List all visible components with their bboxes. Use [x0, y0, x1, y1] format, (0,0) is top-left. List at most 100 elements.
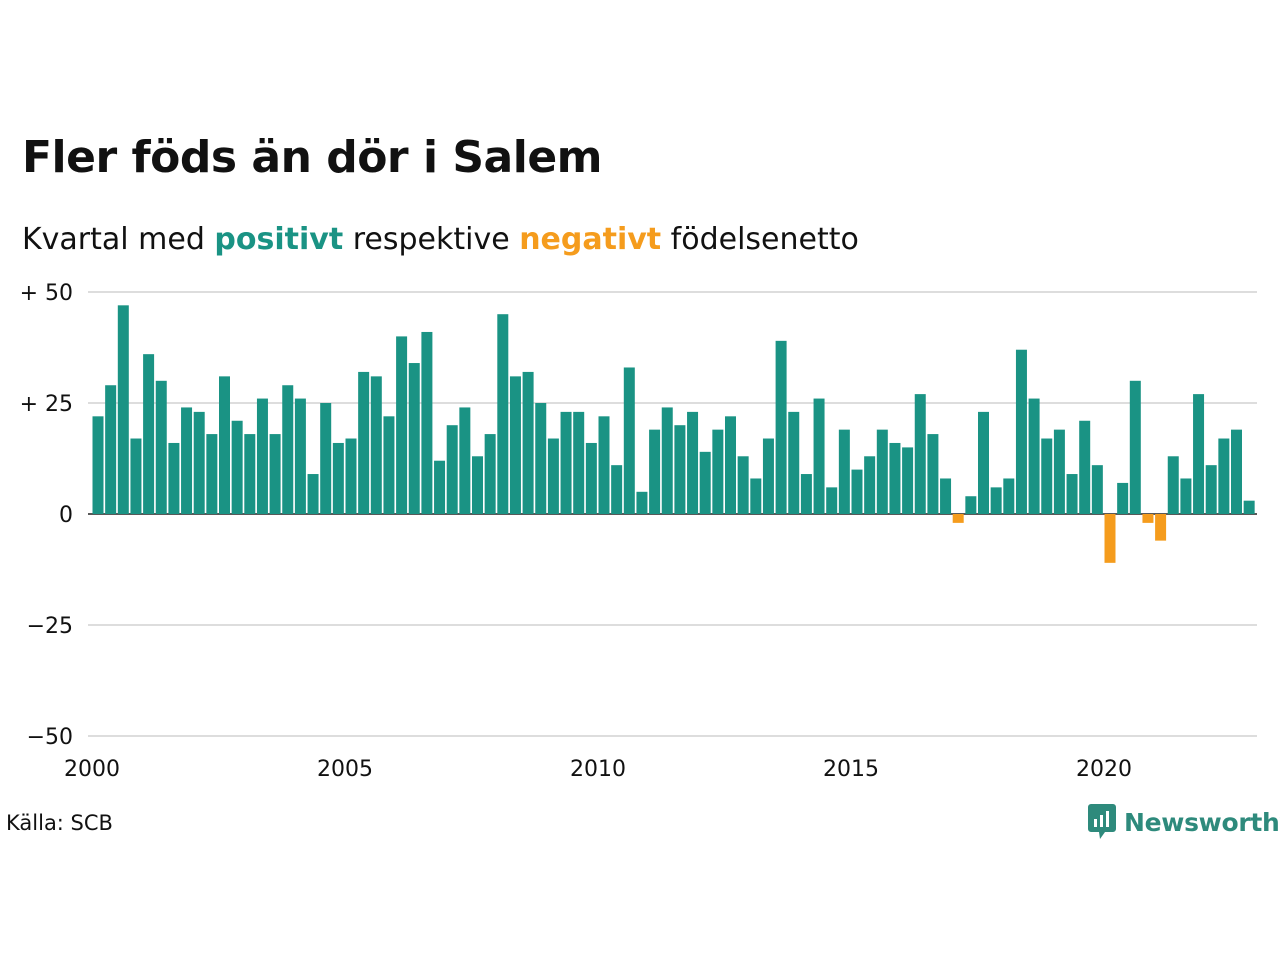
newsworthy-chart-bubble-icon: [1088, 804, 1116, 839]
bar: [636, 491, 648, 514]
bar: [813, 398, 825, 514]
bar: [1129, 380, 1141, 514]
subtitle-negative-highlight: negativt: [519, 222, 662, 257]
bar: [1091, 465, 1103, 514]
bar: [358, 371, 370, 514]
bar: [396, 336, 408, 514]
bar: [219, 376, 230, 514]
source-note: Källa: SCB: [6, 811, 113, 835]
bar: [826, 487, 838, 514]
bar: [687, 411, 699, 514]
bar: [1155, 514, 1167, 541]
subtitle-middle: respektive: [343, 222, 520, 257]
x-tick-label: 2015: [823, 757, 879, 782]
bar: [535, 403, 547, 514]
bar: [1041, 438, 1053, 514]
bar: [623, 367, 635, 514]
x-tick-label: 2020: [1076, 757, 1132, 782]
bar: [914, 394, 926, 514]
bar: [459, 407, 471, 514]
bar: [231, 420, 243, 514]
bar: [737, 456, 749, 514]
bar: [497, 314, 509, 514]
bar: [1142, 514, 1154, 523]
bar: [383, 416, 395, 514]
bar: [573, 411, 585, 514]
bar: [1028, 398, 1040, 514]
bar: [750, 478, 762, 514]
bar: [1104, 514, 1116, 563]
bar: [889, 442, 901, 514]
bar: [1015, 349, 1027, 514]
bar: [661, 407, 673, 514]
bar: [649, 429, 661, 514]
subtitle-positive-highlight: positivt: [214, 222, 344, 257]
y-tick-label: −50: [27, 725, 73, 750]
y-tick-label: −25: [27, 614, 73, 639]
chart-subtitle: Kvartal med positivt respektive negativt…: [22, 222, 859, 257]
subtitle-suffix: födelsenetto: [661, 222, 859, 257]
bar: [484, 434, 496, 514]
y-tick-label: + 25: [20, 392, 73, 417]
bar: [851, 469, 863, 514]
bar: [927, 434, 939, 514]
bar: [762, 438, 774, 514]
bar: [674, 425, 686, 514]
bar: [598, 416, 610, 514]
bar: [965, 496, 977, 514]
bar: [611, 465, 623, 514]
bar: [1117, 482, 1129, 514]
bar: [294, 398, 306, 514]
bar: [547, 438, 559, 514]
bar: [345, 438, 357, 514]
chart-title: Fler föds än dör i Salem: [22, 132, 603, 183]
bar: [990, 487, 1002, 514]
bar: [725, 416, 736, 514]
bar: [1231, 429, 1242, 514]
bar: [92, 416, 104, 514]
bar: [699, 451, 711, 514]
bar: [1180, 478, 1192, 514]
bar: [105, 385, 117, 514]
bar: [206, 434, 218, 514]
bar: [421, 331, 433, 514]
bar: [1079, 420, 1091, 514]
x-tick-label: 2000: [64, 757, 120, 782]
bar: [838, 429, 850, 514]
x-axis-ticks: 2000 2005 2010 2015 2020: [64, 757, 1132, 782]
bar: [1066, 474, 1078, 514]
bar: [155, 380, 167, 514]
bar: [370, 376, 382, 514]
bar: [952, 514, 964, 523]
bar: [307, 474, 319, 514]
bar: [522, 371, 534, 514]
bar: [332, 442, 344, 514]
bar: [408, 363, 420, 514]
bar: [509, 376, 521, 514]
bar: [864, 456, 876, 514]
bar: [193, 411, 205, 514]
logo-text: Newsworthy: [1124, 807, 1280, 837]
bar: [168, 442, 180, 514]
bar: [978, 411, 989, 514]
bar: [256, 398, 268, 514]
bar: [269, 434, 281, 514]
bar: [775, 340, 787, 514]
bar: [1167, 456, 1179, 514]
bar: [117, 305, 129, 514]
bar: [585, 442, 597, 514]
bar: [1205, 465, 1217, 514]
bar: [1053, 429, 1065, 514]
y-tick-label: + 50: [20, 281, 73, 306]
bar: [282, 385, 294, 514]
bar: [902, 447, 914, 514]
y-axis-ticks: + 50 + 25 0 −25 −50: [20, 281, 73, 750]
newsworthy-logo: Newsworthy: [1088, 804, 1280, 840]
bar-chart: + 50 + 25 0 −25 −50 2000 2005 2010 2015 2020: [20, 281, 1257, 782]
bar: [130, 438, 142, 514]
y-tick-label: 0: [59, 503, 73, 528]
bar: [940, 478, 952, 514]
x-tick-label: 2010: [570, 757, 626, 782]
bar: [434, 460, 446, 514]
bar: [1003, 478, 1015, 514]
